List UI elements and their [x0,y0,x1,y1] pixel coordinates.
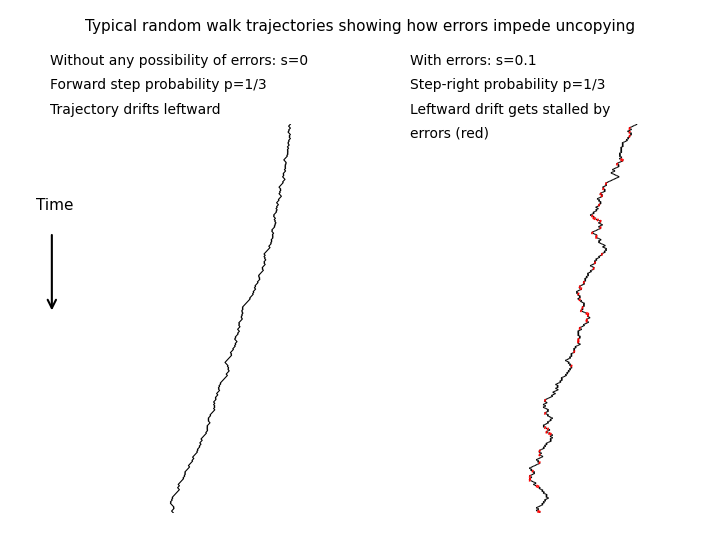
Text: Typical random walk trajectories showing how errors impede uncopying: Typical random walk trajectories showing… [85,19,635,34]
Text: Without any possibility of errors: s=0: Without any possibility of errors: s=0 [50,54,309,68]
Text: Leftward drift gets stalled by: Leftward drift gets stalled by [410,103,611,117]
Text: Trajectory drifts leftward: Trajectory drifts leftward [50,103,221,117]
Text: Step-right probability p=1/3: Step-right probability p=1/3 [410,78,606,92]
Text: errors (red): errors (red) [410,127,490,141]
Text: With errors: s=0.1: With errors: s=0.1 [410,54,537,68]
Text: Forward step probability p=1/3: Forward step probability p=1/3 [50,78,267,92]
Text: Time: Time [36,198,73,213]
